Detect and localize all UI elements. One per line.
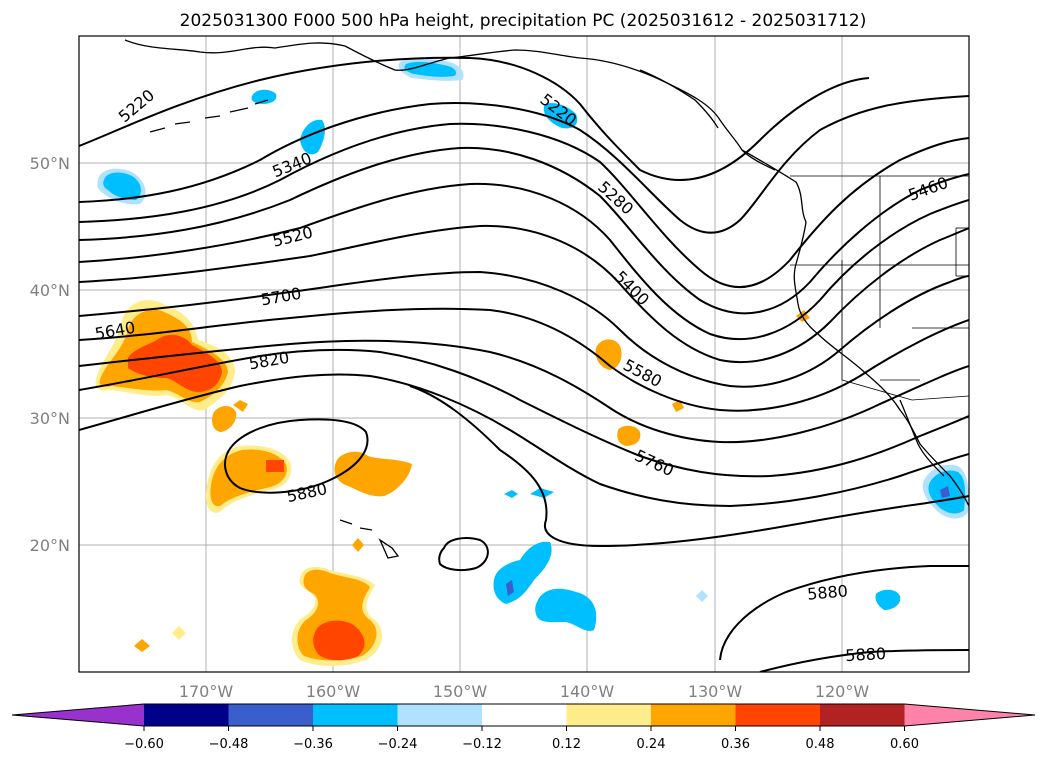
contour-5400 — [79, 224, 969, 364]
contour-label: 5880 — [806, 581, 848, 603]
alaska-panhandle — [639, 69, 719, 129]
precip-blob-dot-2 — [172, 626, 186, 640]
lat-label: 40°N — [30, 281, 70, 300]
colorbar-segment — [228, 704, 313, 726]
contour-5520 — [79, 182, 969, 341]
lat-label: 30°N — [30, 409, 70, 428]
colorbar: −0.60 −0.48 −0.36 −0.24 −0.12 0.12 0.24 … — [11, 703, 1036, 752]
precip-blob-east-2 — [617, 425, 641, 446]
colorbar-ticks — [143, 726, 905, 731]
contour-5880-loop — [224, 418, 369, 494]
precip-blob-dot-3 — [134, 639, 150, 652]
lat-label: 50°N — [30, 154, 70, 173]
contour-5880-bottom — [759, 649, 969, 672]
colorbar-segment — [566, 704, 651, 726]
precip-blob-north-4 — [543, 103, 578, 129]
contour-5820 — [79, 348, 969, 478]
lon-label: 170°W — [179, 682, 234, 701]
precip-blob-hi-6 — [875, 589, 901, 610]
lon-label: 150°W — [433, 682, 488, 701]
precip-blob-south-red — [313, 620, 365, 661]
precip-blob-east-3 — [672, 400, 684, 412]
hawaii — [339, 519, 400, 559]
precip-blob-east-1 — [595, 339, 622, 370]
precip-blob-dot-1 — [352, 538, 364, 552]
colorbar-extend-left — [12, 704, 144, 726]
lon-label: 160°W — [306, 682, 361, 701]
lon-label: 140°W — [560, 682, 615, 701]
contour-5700 — [79, 270, 969, 388]
contour-5220-north — [79, 56, 870, 181]
colorbar-tick-label: −0.60 — [124, 737, 164, 752]
map-title: 2025031300 F000 500 hPa height, precipit… — [180, 11, 867, 31]
precip-blob-mid-1-red — [266, 460, 284, 472]
colorbar-tick-label: −0.36 — [293, 737, 333, 752]
precip-shading — [95, 58, 969, 666]
aleutians — [149, 99, 269, 133]
colorbar-segment — [144, 704, 229, 726]
colorbar-segment — [397, 704, 482, 726]
colorbar-tick-label: 0.24 — [637, 737, 666, 752]
precip-blob-north-3 — [300, 119, 325, 155]
precip-blob-hi-2 — [535, 588, 597, 631]
precip-blob-north-1-blue — [404, 61, 456, 77]
contour-5580 — [79, 339, 969, 444]
precip-blob-nw-blue — [103, 172, 141, 200]
contour-5640 — [79, 307, 969, 412]
colorbar-tick-label: 0.36 — [721, 737, 750, 752]
precip-blob-mex-purple — [940, 486, 950, 498]
longitude-labels: 170°W 160°W 150°W 140°W 130°W 120°W — [179, 682, 870, 701]
contour-5880-se — [719, 565, 969, 661]
colorbar-segment — [735, 704, 820, 726]
borders — [790, 175, 969, 401]
precip-blob-west-red — [128, 334, 222, 392]
height-contours — [79, 56, 969, 672]
contour-5880-islet — [438, 537, 489, 572]
contour-5340 — [79, 122, 969, 289]
precip-blob-hi-3 — [504, 490, 518, 498]
contour-c — [79, 146, 969, 315]
precip-blob-small-1 — [212, 406, 237, 432]
contour-5760 — [79, 373, 969, 508]
alaska-coast — [124, 39, 776, 171]
contour-a — [79, 95, 969, 234]
precip-blob-hi-5 — [696, 590, 708, 602]
lon-label: 120°W — [815, 682, 870, 701]
colorbar-tick-label: −0.24 — [378, 737, 418, 752]
precip-blob-mid-2 — [334, 451, 412, 497]
colorbar-segment — [651, 704, 736, 726]
colorbar-segment — [820, 704, 905, 726]
colorbar-segment — [482, 704, 567, 726]
contour-label: 5880 — [845, 644, 887, 665]
colorbar-segment — [313, 704, 398, 726]
colorbar-tick-label: −0.12 — [462, 737, 502, 752]
latitude-labels: 50°N 40°N 30°N 20°N — [30, 154, 70, 555]
precip-blob-hi-1-purple — [506, 580, 514, 596]
precip-blob-north-2 — [251, 89, 277, 104]
colorbar-tick-label: 0.12 — [552, 737, 581, 752]
lon-label: 130°W — [688, 682, 743, 701]
baja-coast — [899, 399, 945, 477]
colorbar-tick-label: 0.60 — [890, 737, 919, 752]
colorbar-extend-right — [904, 704, 1035, 726]
colorbar-tick-labels: −0.60 −0.48 −0.36 −0.24 −0.12 0.12 0.24 … — [124, 737, 919, 752]
contour-5880-main — [409, 385, 969, 548]
colorbar-tick-label: 0.48 — [806, 737, 835, 752]
map-frame — [78, 35, 970, 673]
colorbar-tick-label: −0.48 — [209, 737, 249, 752]
lat-label: 20°N — [30, 536, 70, 555]
precip-blob-small-2 — [233, 400, 248, 412]
